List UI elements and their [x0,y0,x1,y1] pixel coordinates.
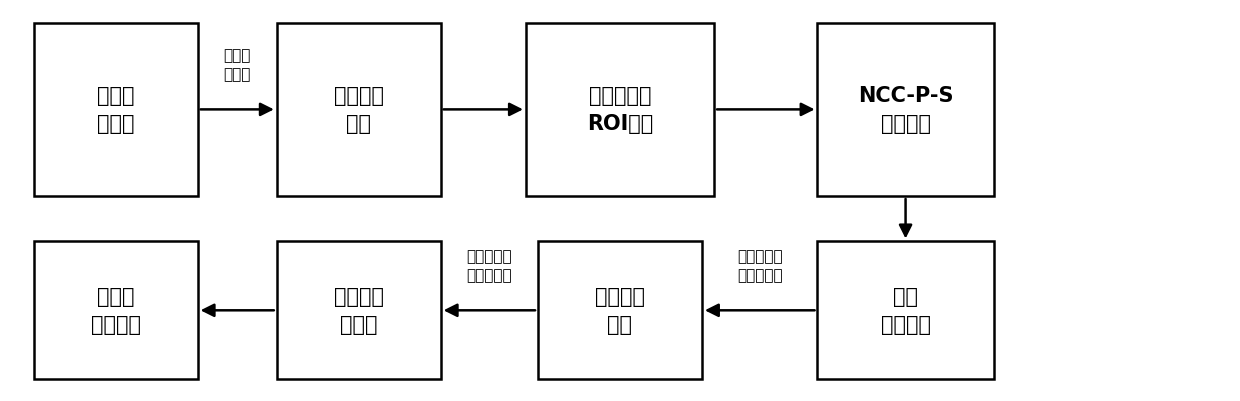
Text: 目标
运动轨迹: 目标 运动轨迹 [880,287,930,334]
Text: 多目标联动
加权判别法: 多目标联动 加权判别法 [466,248,512,282]
FancyBboxPatch shape [33,24,197,196]
Text: 测试专
用装置: 测试专 用装置 [223,48,250,82]
Text: 修正圆心
位置: 修正圆心 位置 [595,287,645,334]
FancyBboxPatch shape [277,242,440,379]
Text: 多目标联动
圆心定位法: 多目标联动 圆心定位法 [737,248,782,282]
FancyBboxPatch shape [538,242,702,379]
FancyBboxPatch shape [277,24,440,196]
Text: 计算主轴
旋转角: 计算主轴 旋转角 [334,287,383,334]
FancyBboxPatch shape [817,24,993,196]
Text: NCC-P-S
优化算法: NCC-P-S 优化算法 [858,86,954,134]
Text: 图像预处理
ROI设置: 图像预处理 ROI设置 [587,86,653,134]
FancyBboxPatch shape [526,24,714,196]
FancyBboxPatch shape [817,242,993,379]
Text: 高速图像
序列: 高速图像 序列 [334,86,383,134]
Text: 断路器
分合闸: 断路器 分合闸 [97,86,134,134]
Text: 断路器
机械特性: 断路器 机械特性 [91,287,140,334]
FancyBboxPatch shape [33,242,197,379]
